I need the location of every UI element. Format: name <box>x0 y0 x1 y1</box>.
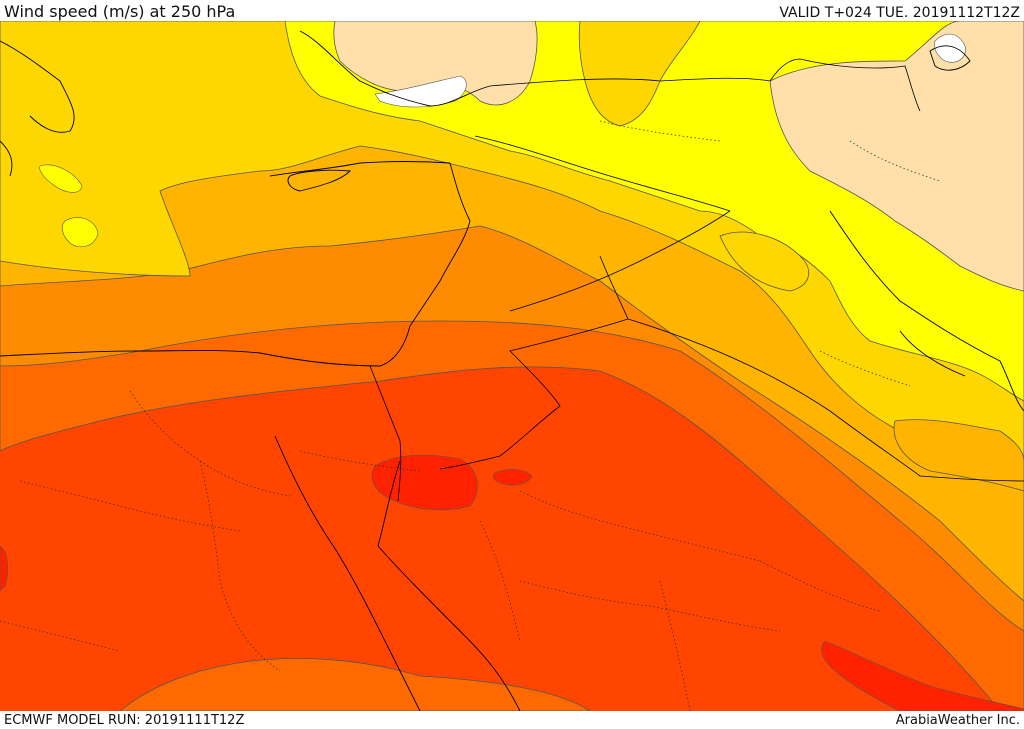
blob-yellow-1 <box>39 164 83 193</box>
wind-speed-map <box>0 21 1024 711</box>
internal-borders <box>0 120 941 711</box>
blob-yellow-2 <box>61 217 99 248</box>
model-run: ECMWF MODEL RUN: 20191111T12Z <box>4 713 245 728</box>
credit: ArabiaWeather Inc. <box>895 713 1020 728</box>
map-title: Wind speed (m/s) at 250 hPa <box>4 2 236 21</box>
map-header: Wind speed (m/s) at 250 hPa VALID T+024 … <box>0 0 1024 22</box>
band-amber-pocket <box>893 419 1024 492</box>
map-footer: ECMWF MODEL RUN: 20191111T12Z ArabiaWeat… <box>0 711 1024 729</box>
band-pale-east <box>769 21 1024 292</box>
valid-time: VALID T+024 TUE. 20191112T12Z <box>779 5 1020 21</box>
band-white-blacksea <box>374 75 467 108</box>
band-gold-top <box>578 21 701 127</box>
borders <box>369 58 1024 502</box>
band-red-core-2 <box>493 469 533 486</box>
band-white-caspian <box>934 33 966 63</box>
coastlines <box>0 30 1024 711</box>
band-gold-right <box>719 231 810 292</box>
band-red-core-4 <box>0 545 9 592</box>
band-deep-orange-south <box>119 658 591 711</box>
